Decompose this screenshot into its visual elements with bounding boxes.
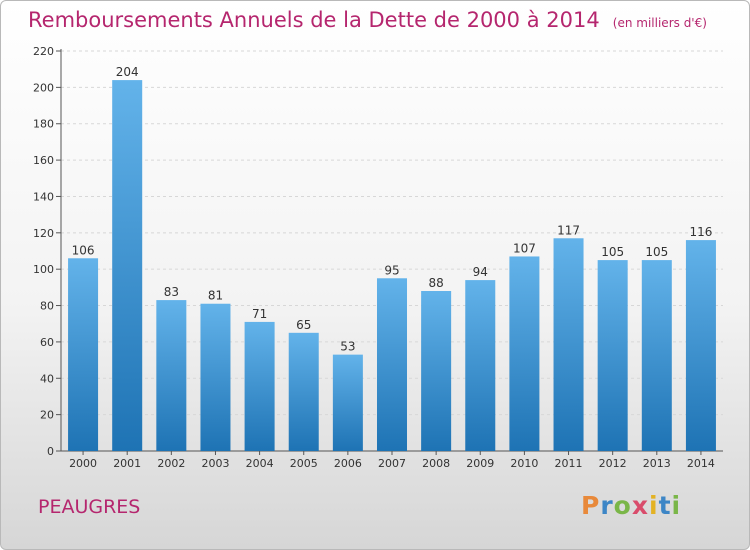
town-name: PEAUGRES [38, 496, 141, 518]
bar-value-label: 105 [645, 245, 668, 259]
logo-letter: r [600, 491, 614, 520]
bar-value-label: 204 [116, 65, 139, 79]
x-tick-label: 2002 [157, 457, 185, 470]
bar [553, 238, 584, 451]
proxiti-logo: Proxiti [581, 491, 681, 520]
labels: 0 20 40 60 80 100 120 140 160 180 200 220 106 2000 204… [33, 45, 715, 470]
bar-value-label: 88 [428, 276, 443, 290]
logo-letter: x [631, 491, 649, 520]
bar [641, 260, 672, 451]
x-tick-label: 2014 [687, 457, 715, 470]
x-tick-label: 2013 [643, 457, 671, 470]
x-tick-label: 2001 [113, 457, 141, 470]
chart-title-text: Remboursements Annuels de la Dette de 20… [28, 8, 600, 32]
bar-value-label: 95 [384, 263, 399, 277]
y-tick-label: 120 [33, 227, 54, 240]
y-tick-label: 40 [40, 372, 54, 385]
bar-value-label: 105 [601, 245, 624, 259]
bar-value-label: 53 [340, 340, 355, 354]
y-tick-label: 140 [33, 190, 54, 203]
bar-value-label: 83 [164, 285, 179, 299]
y-tick-label: 180 [33, 118, 54, 131]
bar [376, 278, 408, 451]
bars [68, 80, 716, 451]
x-tick-label: 2012 [599, 457, 627, 470]
logo-letter: i [671, 491, 682, 520]
bar [332, 354, 363, 451]
bar-value-label: 81 [208, 289, 223, 303]
bar-value-label: 117 [557, 223, 580, 237]
y-tick-label: 100 [33, 263, 54, 276]
y-tick-label: 80 [40, 300, 54, 313]
bar [421, 291, 452, 451]
bar-value-label: 116 [689, 225, 712, 239]
bar [156, 300, 187, 451]
bar [685, 240, 716, 451]
y-tick-label: 220 [33, 45, 54, 58]
x-tick-label: 2011 [555, 457, 583, 470]
chart-unit-text: (en milliers d'€) [612, 16, 707, 30]
bar [288, 332, 319, 451]
y-tick-label: 0 [47, 445, 54, 458]
bar-value-label: 107 [513, 241, 536, 255]
x-tick-label: 2005 [290, 457, 318, 470]
bar-value-label: 65 [296, 318, 311, 332]
bar [509, 256, 540, 451]
logo-letter: o [613, 491, 632, 520]
bar-value-label: 94 [473, 265, 488, 279]
logo-letter: P [581, 491, 601, 520]
bar [465, 280, 496, 451]
bar [597, 260, 628, 451]
x-tick-label: 2008 [422, 457, 450, 470]
x-tick-label: 2010 [510, 457, 538, 470]
x-tick-label: 2000 [69, 457, 97, 470]
bar [244, 321, 275, 451]
x-tick-label: 2004 [246, 457, 274, 470]
bar [200, 303, 231, 451]
x-tick-label: 2006 [334, 457, 362, 470]
x-tick-label: 2003 [201, 457, 229, 470]
bar-value-label: 71 [252, 307, 267, 321]
chart-title: Remboursements Annuels de la Dette de 20… [28, 8, 707, 32]
y-tick-label: 160 [33, 154, 54, 167]
logo-letter: t [658, 491, 672, 520]
bar [112, 80, 143, 451]
y-tick-label: 20 [40, 409, 54, 422]
bar-value-label: 106 [72, 243, 95, 257]
y-tick-label: 60 [40, 336, 54, 349]
x-tick-label: 2007 [378, 457, 406, 470]
logo-letter: i [649, 491, 659, 520]
bar [68, 258, 99, 451]
x-tick-label: 2009 [466, 457, 494, 470]
y-tick-label: 200 [33, 81, 54, 94]
